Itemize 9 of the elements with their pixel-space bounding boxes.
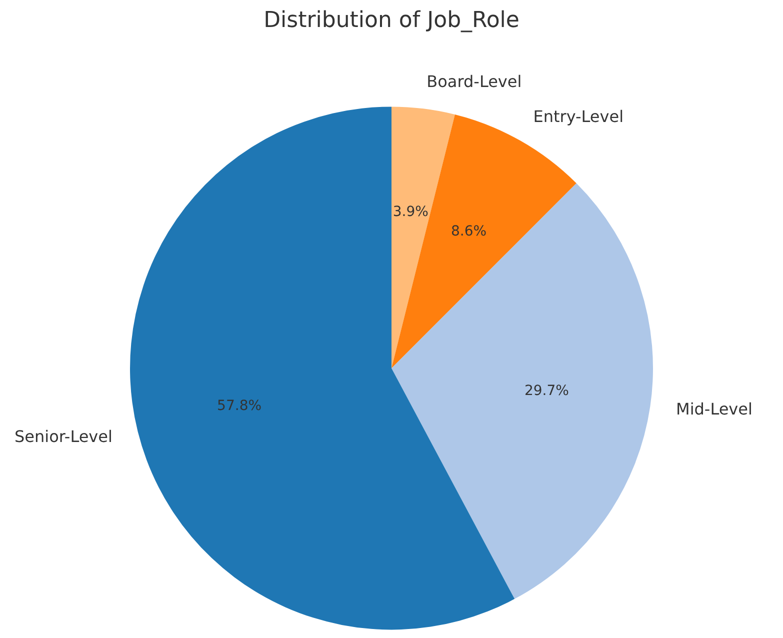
data-label: 29.7% (524, 382, 569, 399)
slice-label: Mid-Level (676, 400, 752, 419)
slice-label: Board-Level (426, 72, 522, 91)
data-label: 8.6% (451, 223, 487, 240)
slice-label: Entry-Level (533, 107, 624, 126)
slice-label: Senior-Level (14, 427, 112, 446)
data-label: 3.9% (392, 204, 428, 220)
data-label: 57.8% (217, 398, 262, 414)
chart-title: Distribution of Job_Role (264, 8, 520, 33)
